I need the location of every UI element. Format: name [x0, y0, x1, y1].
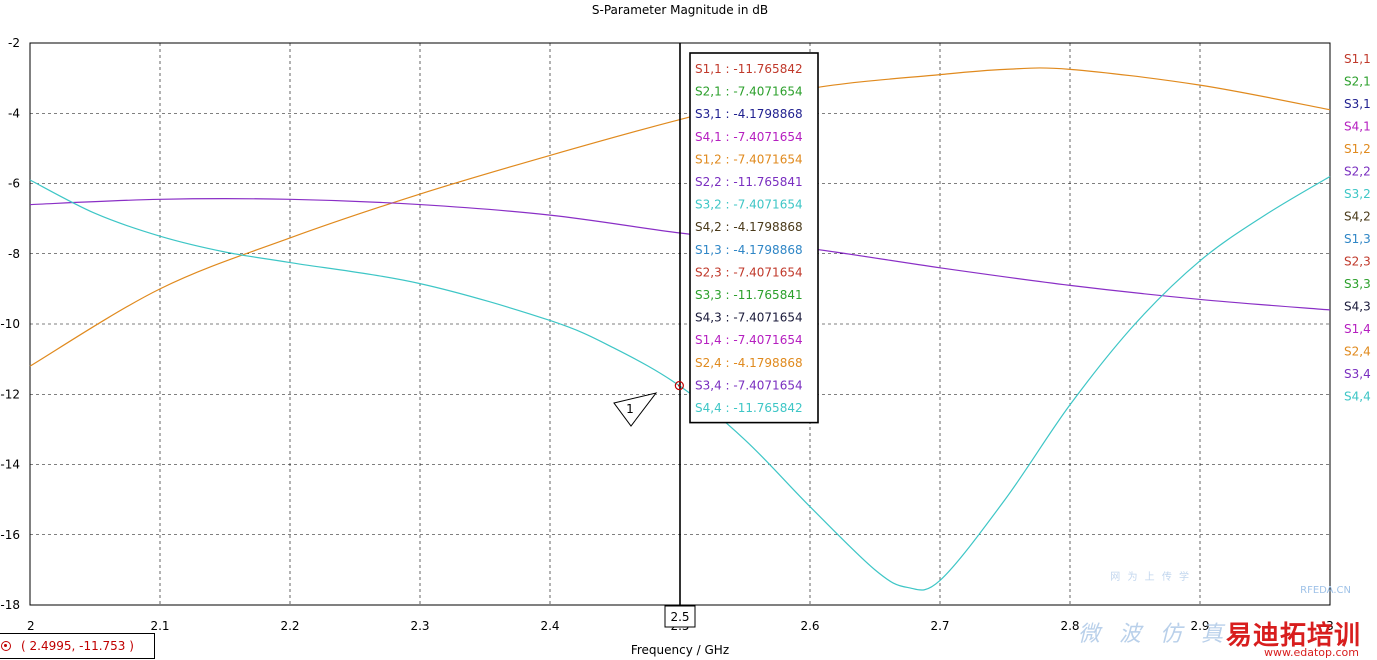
- watermark-top: 网 为 上 传 学: [1110, 572, 1191, 583]
- x-tick-label: 3: [1326, 619, 1334, 633]
- marker-value: S1,3 : -4.1798868: [695, 243, 803, 257]
- marker-value: S1,4 : -7.4071654: [695, 333, 803, 347]
- marker-point[interactable]: [674, 380, 684, 391]
- marker-flag-label: 1: [626, 402, 634, 416]
- marker-value-box: S1,1 : -11.765842 S2,1 : -7.4071654 S3,1 :…: [689, 52, 819, 424]
- marker-value: S4,3 : -7.4071654: [695, 311, 803, 325]
- marker-value: S2,1 : -7.4071654: [695, 85, 803, 99]
- marker-value: S2,3 : -7.4071654: [695, 265, 803, 279]
- legend-entry: S4,2: [1344, 210, 1371, 224]
- legend-entry: S3,2: [1344, 187, 1371, 201]
- x-tick-label: 2.7: [930, 619, 949, 633]
- x-tick-label: 2.1: [150, 619, 169, 633]
- legend-entry: S3,4: [1344, 367, 1371, 381]
- y-tick-label: -12: [0, 387, 20, 401]
- y-tick-label: -16: [0, 528, 20, 542]
- legend-entry: S2,2: [1344, 165, 1371, 179]
- marker-value: S1,2 : -7.4071654: [695, 152, 803, 166]
- watermark-sub: 微 波 仿 真: [1078, 622, 1229, 647]
- chart-title: S-Parameter Magnitude in dB: [592, 3, 768, 17]
- marker-flag[interactable]: [613, 392, 658, 427]
- x-tick-label: 2.3: [410, 619, 429, 633]
- y-tick-label: -2: [8, 36, 20, 50]
- marker-value: S3,4 : -7.4071654: [695, 378, 803, 392]
- x-axis-label: Frequency / GHz: [631, 643, 729, 657]
- legend-entry: S4,3: [1344, 300, 1371, 314]
- marker-readout[interactable]: ( 2.4995, -11.753 ): [0, 633, 155, 659]
- marker-point-dot: [678, 384, 681, 387]
- y-tick-label: -14: [0, 458, 20, 472]
- legend-entry: S2,4: [1344, 345, 1371, 359]
- cursor-label[interactable]: 2.5: [670, 610, 689, 624]
- y-tick-label: -4: [8, 106, 20, 120]
- y-axis-ticks: -2 -4 -6 -8 -10 -12 -14 -16 -18: [0, 36, 20, 612]
- legend-entry: S2,1: [1344, 75, 1371, 89]
- marker-value: S4,4 : -11.765842: [695, 401, 803, 415]
- marker-value: S1,1 : -11.765842: [695, 62, 803, 76]
- legend-entry: S4,1: [1344, 120, 1371, 134]
- legend-entry: S4,4: [1344, 390, 1371, 404]
- watermark-rfeda: RFEDA.CN: [1300, 585, 1351, 596]
- marker-value: S2,4 : -4.1798868: [695, 356, 803, 370]
- x-tick-label: 2: [27, 619, 35, 633]
- legend-entry: S1,4: [1344, 322, 1371, 336]
- x-tick-label: 2.4: [540, 619, 559, 633]
- y-tick-label: -18: [0, 598, 20, 612]
- x-tick-label: 2.8: [1060, 619, 1079, 633]
- marker-value: S4,1 : -7.4071654: [695, 130, 803, 144]
- watermark-url: www.edatop.com: [1264, 646, 1359, 659]
- legend-entry: S3,3: [1344, 277, 1371, 291]
- marker-value: S3,1 : -4.1798868: [695, 107, 803, 121]
- marker-value: S4,2 : -4.1798868: [695, 220, 803, 234]
- series-line-S4-4: [29, 175, 1331, 591]
- frequency-cursor[interactable]: 2.51: [613, 43, 696, 628]
- legend-entry: S1,2: [1344, 142, 1371, 156]
- y-tick-label: -8: [8, 247, 20, 261]
- watermark-site: 易迪拓培训: [1225, 621, 1361, 651]
- marker-value: S2,2 : -11.765841: [695, 175, 803, 189]
- marker-box-frame: [689, 52, 819, 424]
- marker-value: S3,3 : -11.765841: [695, 288, 803, 302]
- x-axis-ticks: 22.12.22.32.42.52.62.72.82.93: [27, 619, 1334, 633]
- marker-icon: [1, 641, 11, 651]
- x-tick-label: 2.2: [280, 619, 299, 633]
- y-tick-label: -10: [0, 317, 20, 331]
- legend-entry: S1,3: [1344, 232, 1371, 246]
- legend-entry: S2,3: [1344, 255, 1371, 269]
- y-tick-label: -6: [8, 177, 20, 191]
- x-tick-label: 2.6: [800, 619, 819, 633]
- x-tick-label: 2.9: [1190, 619, 1209, 633]
- marker-readout-text: ( 2.4995, -11.753 ): [21, 639, 134, 653]
- cursor-label-box[interactable]: [664, 605, 696, 628]
- legend-entry: S1,1: [1344, 52, 1371, 66]
- marker-value: S3,2 : -7.4071654: [695, 198, 803, 212]
- legend: S1,1 S2,1 S3,1 S4,1 S1,2 S2,2 S3,2 S4,2 S1,3 S2,3…: [1344, 52, 1371, 404]
- legend-entry: S3,1: [1344, 97, 1371, 111]
